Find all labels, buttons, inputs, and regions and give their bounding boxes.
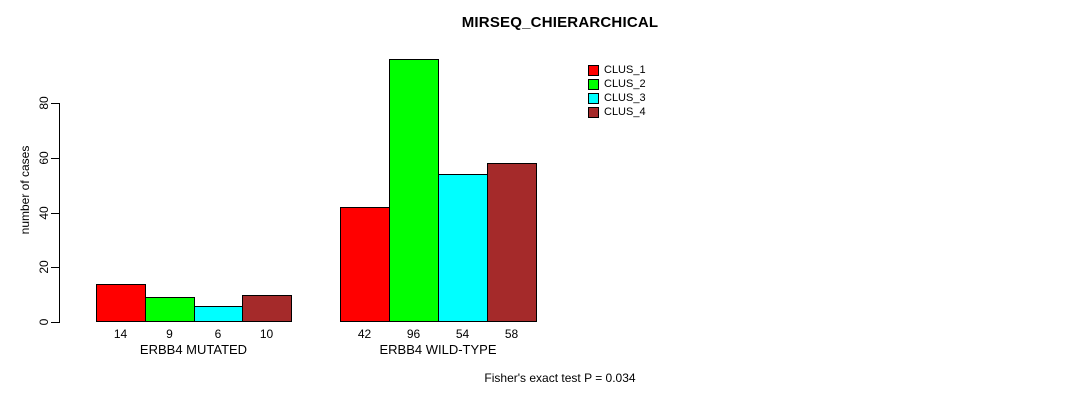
group-label-1: ERBB4 MUTATED	[139, 342, 248, 357]
chart-title: MIRSEQ_CHIERARCHICAL	[461, 14, 659, 31]
y-axis-line	[59, 103, 60, 323]
bar-clus_4-group2	[487, 163, 537, 322]
legend-label: CLUS_1	[604, 64, 646, 76]
bar-clus_2-group2	[389, 59, 439, 322]
bar-value-label: 54	[455, 327, 470, 341]
bar-value-label: 9	[166, 327, 173, 341]
y-axis-label: number of cases	[18, 145, 32, 235]
bar-value-label: 10	[259, 327, 274, 341]
legend-swatch-clus_1	[588, 64, 599, 76]
legend-item: CLUS_3	[588, 91, 646, 105]
y-tick-mark	[51, 103, 59, 104]
bar-value-label: 6	[214, 327, 222, 341]
bar-clus_3-group2	[438, 174, 488, 322]
legend-label: CLUS_3	[604, 92, 646, 104]
y-tick-label: 20	[37, 260, 51, 274]
annotation-text: Fisher's exact test P = 0.034	[484, 371, 636, 385]
legend-item: CLUS_4	[588, 105, 646, 119]
y-tick-label: 0	[37, 318, 51, 326]
y-tick-label: 40	[37, 206, 51, 220]
bar-clus_1-group2	[340, 207, 390, 322]
bar-clus_4-group1	[242, 295, 292, 322]
bar-value-label: 14	[113, 327, 128, 341]
bar-value-label: 96	[406, 327, 421, 341]
legend-label: CLUS_4	[604, 106, 646, 118]
bar-value-label: 42	[357, 327, 372, 341]
y-tick-mark	[51, 213, 59, 214]
y-tick-label: 60	[37, 151, 51, 165]
legend-swatch-clus_2	[588, 78, 599, 90]
legend-swatch-clus_4	[588, 106, 599, 118]
legend-swatch-clus_3	[588, 92, 599, 104]
bar-clus_1-group1	[96, 284, 146, 322]
bar-clus_3-group1	[194, 306, 243, 322]
legend-item: CLUS_2	[588, 77, 646, 91]
group-label-2: ERBB4 WILD-TYPE	[379, 342, 497, 357]
legend-item: CLUS_1	[588, 63, 646, 77]
y-tick-mark	[51, 158, 59, 159]
bar-value-label: 58	[504, 327, 519, 341]
y-tick-mark	[51, 267, 59, 268]
y-tick-label: 80	[37, 96, 51, 110]
bar-clus_2-group1	[145, 297, 195, 322]
legend-label: CLUS_2	[604, 78, 646, 90]
y-tick-mark	[51, 322, 59, 323]
legend: CLUS_1 CLUS_2 CLUS_3 CLUS_4	[588, 63, 646, 119]
